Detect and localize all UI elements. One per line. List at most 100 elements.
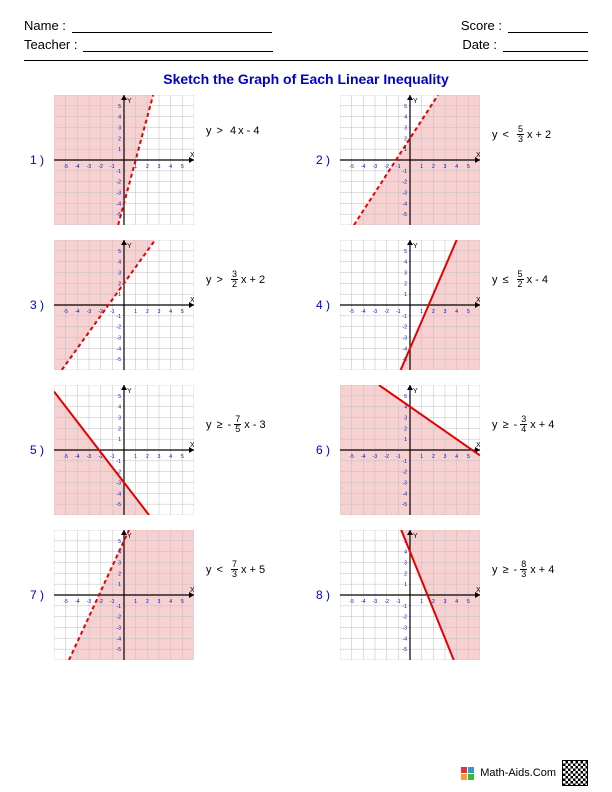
svg-text:-2: -2 bbox=[117, 325, 122, 331]
svg-text:2: 2 bbox=[146, 454, 149, 460]
svg-text:2: 2 bbox=[432, 164, 435, 170]
svg-text:4: 4 bbox=[455, 454, 458, 460]
svg-text:3: 3 bbox=[158, 309, 161, 315]
svg-text:3: 3 bbox=[158, 454, 161, 460]
problem: 3 ) -5-4-3-2-112345-5-4-3-2-112345XY y>3… bbox=[30, 240, 296, 375]
svg-text:-1: -1 bbox=[403, 169, 408, 175]
svg-text:2: 2 bbox=[432, 454, 435, 460]
chart: -5-4-3-2-112345-5-4-3-2-112345XY bbox=[340, 240, 480, 370]
chart: -5-4-3-2-112345-5-4-3-2-112345XY bbox=[54, 530, 194, 660]
svg-text:4: 4 bbox=[455, 599, 458, 605]
svg-text:X: X bbox=[190, 297, 194, 304]
svg-text:-3: -3 bbox=[403, 626, 408, 632]
svg-text:-4: -4 bbox=[75, 454, 80, 460]
chart-wrap: -5-4-3-2-112345-5-4-3-2-112345XY bbox=[54, 530, 194, 665]
svg-text:1: 1 bbox=[420, 309, 423, 315]
svg-text:-3: -3 bbox=[117, 481, 122, 487]
svg-text:-2: -2 bbox=[403, 325, 408, 331]
svg-text:-4: -4 bbox=[361, 164, 366, 170]
svg-text:-3: -3 bbox=[87, 599, 92, 605]
svg-text:-3: -3 bbox=[117, 191, 122, 197]
date-blank[interactable] bbox=[503, 51, 588, 52]
svg-text:X: X bbox=[476, 587, 480, 594]
problem: 7 ) -5-4-3-2-112345-5-4-3-2-112345XY y<7… bbox=[30, 530, 296, 665]
svg-text:-5: -5 bbox=[403, 647, 408, 653]
chart: -5-4-3-2-112345-5-4-3-2-112345XY bbox=[340, 530, 480, 660]
svg-text:4: 4 bbox=[169, 599, 172, 605]
problem-number: 7 ) bbox=[30, 530, 48, 602]
teacher-blank[interactable] bbox=[83, 51, 273, 52]
header-row-1: Name : Score : bbox=[24, 18, 588, 33]
svg-text:4: 4 bbox=[169, 164, 172, 170]
name-blank[interactable] bbox=[72, 32, 272, 33]
name-label: Name : bbox=[24, 18, 66, 33]
svg-text:-4: -4 bbox=[117, 346, 122, 352]
date-label: Date : bbox=[462, 37, 497, 52]
svg-text:3: 3 bbox=[158, 164, 161, 170]
svg-text:5: 5 bbox=[404, 249, 407, 255]
problem: 6 ) -5-4-3-2-112345-5-4-3-2-112345XY y≥-… bbox=[316, 385, 582, 520]
problem: 4 ) -5-4-3-2-112345-5-4-3-2-112345XY y≤5… bbox=[316, 240, 582, 375]
svg-text:-1: -1 bbox=[110, 309, 115, 315]
svg-text:Y: Y bbox=[413, 98, 418, 105]
svg-text:-3: -3 bbox=[117, 336, 122, 342]
svg-text:-3: -3 bbox=[117, 626, 122, 632]
svg-text:4: 4 bbox=[404, 550, 407, 556]
svg-text:3: 3 bbox=[118, 271, 121, 277]
svg-text:-2: -2 bbox=[403, 615, 408, 621]
svg-text:1: 1 bbox=[118, 147, 121, 153]
problem-number: 8 ) bbox=[316, 530, 334, 602]
svg-text:3: 3 bbox=[444, 164, 447, 170]
svg-text:-3: -3 bbox=[373, 164, 378, 170]
chart: -5-4-3-2-112345-5-4-3-2-112345XY bbox=[54, 240, 194, 370]
footer-site: Math-Aids.Com bbox=[480, 767, 556, 779]
svg-text:-1: -1 bbox=[110, 454, 115, 460]
svg-text:-4: -4 bbox=[117, 201, 122, 207]
svg-text:-3: -3 bbox=[87, 309, 92, 315]
problem: 2 ) -5-4-3-2-112345-5-4-3-2-112345XY y<5… bbox=[316, 95, 582, 230]
svg-text:2: 2 bbox=[404, 136, 407, 142]
svg-text:4: 4 bbox=[404, 260, 407, 266]
svg-text:-5: -5 bbox=[349, 309, 354, 315]
svg-text:-1: -1 bbox=[396, 164, 401, 170]
problem: 1 ) -5-4-3-2-112345-5-4-3-2-112345XY y>4… bbox=[30, 95, 296, 230]
svg-text:-4: -4 bbox=[361, 599, 366, 605]
svg-text:1: 1 bbox=[404, 437, 407, 443]
svg-text:1: 1 bbox=[134, 309, 137, 315]
svg-text:X: X bbox=[190, 587, 194, 594]
svg-text:-4: -4 bbox=[75, 599, 80, 605]
svg-text:3: 3 bbox=[404, 271, 407, 277]
svg-text:-4: -4 bbox=[403, 491, 408, 497]
svg-text:5: 5 bbox=[467, 309, 470, 315]
svg-text:-5: -5 bbox=[117, 357, 122, 363]
svg-text:4: 4 bbox=[455, 164, 458, 170]
header-divider bbox=[24, 60, 588, 61]
footer: Math-Aids.Com bbox=[461, 760, 588, 786]
inequality: y≥- 83x + 4 bbox=[486, 530, 554, 579]
svg-text:3: 3 bbox=[404, 416, 407, 422]
svg-text:1: 1 bbox=[118, 437, 121, 443]
svg-text:2: 2 bbox=[432, 309, 435, 315]
svg-text:-4: -4 bbox=[403, 346, 408, 352]
svg-text:-4: -4 bbox=[75, 309, 80, 315]
svg-text:-5: -5 bbox=[117, 502, 122, 508]
svg-text:4: 4 bbox=[169, 454, 172, 460]
svg-text:4: 4 bbox=[404, 115, 407, 121]
svg-text:1: 1 bbox=[404, 292, 407, 298]
svg-text:-2: -2 bbox=[117, 615, 122, 621]
svg-text:1: 1 bbox=[404, 582, 407, 588]
problem: 8 ) -5-4-3-2-112345-5-4-3-2-112345XY y≥-… bbox=[316, 530, 582, 665]
svg-text:2: 2 bbox=[432, 599, 435, 605]
svg-text:X: X bbox=[190, 152, 194, 159]
svg-text:1: 1 bbox=[420, 454, 423, 460]
svg-text:4: 4 bbox=[118, 405, 121, 411]
score-blank[interactable] bbox=[508, 32, 588, 33]
svg-text:1: 1 bbox=[134, 599, 137, 605]
svg-text:-1: -1 bbox=[403, 459, 408, 465]
svg-text:-5: -5 bbox=[349, 164, 354, 170]
svg-text:-4: -4 bbox=[361, 454, 366, 460]
svg-text:3: 3 bbox=[404, 126, 407, 132]
svg-text:-4: -4 bbox=[403, 636, 408, 642]
svg-text:5: 5 bbox=[181, 164, 184, 170]
svg-text:-3: -3 bbox=[373, 454, 378, 460]
